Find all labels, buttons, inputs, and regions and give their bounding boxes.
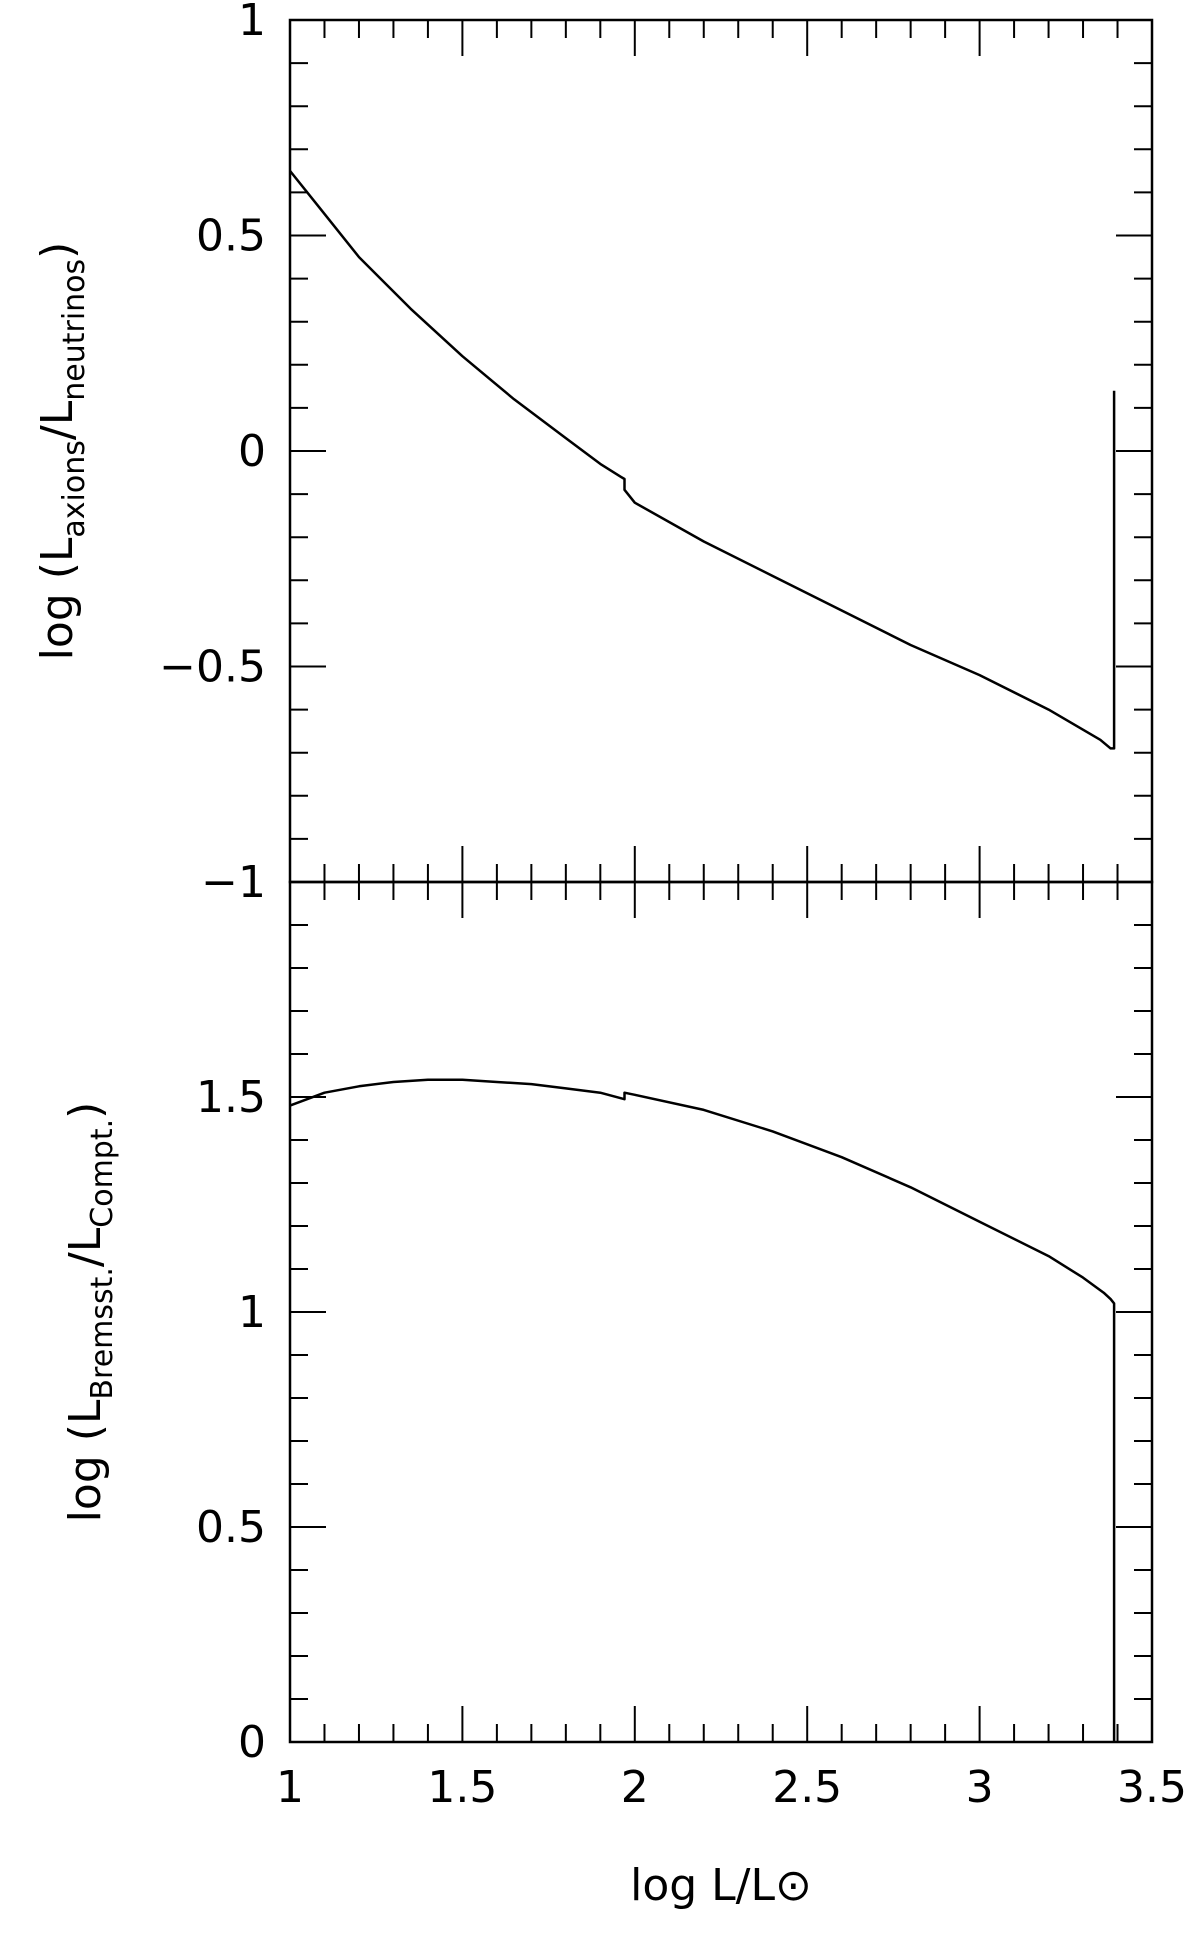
ylabel-suffix: ) bbox=[60, 1102, 111, 1119]
ylabel-mid: /L bbox=[60, 1227, 111, 1267]
x-tick-label: 2 bbox=[621, 1762, 649, 1813]
tick-marks bbox=[289, 19, 1153, 883]
ylabel-prefix: log (L bbox=[32, 537, 83, 660]
panel-bremsst-compton: 0 0.5 1 1.5 1 1.5 2 2.5 3 3.5 log (LBremsst./LCo… bbox=[60, 880, 1187, 1911]
series-lines bbox=[289, 170, 1116, 750]
plot-frame bbox=[288, 18, 1154, 884]
y-tick-label: 0.5 bbox=[196, 211, 266, 262]
series-lines bbox=[289, 1078, 1116, 1742]
x-tick-labels: 1 1.5 2 2.5 3 3.5 bbox=[276, 1762, 1187, 1813]
ylabel-suffix: ) bbox=[32, 242, 83, 259]
x-axis-title: log L/L⊙ bbox=[630, 1860, 812, 1911]
y-axis-title: log (LBremsst./LCompt.) bbox=[60, 1102, 120, 1523]
series-line bbox=[289, 1078, 1116, 1742]
y-tick-label: 0.5 bbox=[196, 1502, 266, 1553]
tick-marks bbox=[289, 881, 1153, 1743]
plot-frame bbox=[288, 880, 1154, 1744]
y-tick-labels: −1 −0.5 0 0.5 1 bbox=[159, 0, 266, 908]
y-axis-title: log (Laxions/Lneutrinos) bbox=[32, 242, 92, 661]
x-tick-label: 2.5 bbox=[772, 1762, 842, 1813]
x-tick-label: 1 bbox=[276, 1762, 304, 1813]
ylabel-mid: /L bbox=[32, 400, 83, 440]
y-tick-label: 0 bbox=[238, 1717, 266, 1768]
ylabel-num-sub: axions bbox=[57, 440, 92, 537]
y-tick-label: −0.5 bbox=[159, 642, 266, 693]
y-tick-label: 0 bbox=[238, 426, 266, 477]
ylabel-den-sub: Compt. bbox=[85, 1119, 120, 1228]
series-line bbox=[289, 170, 1116, 750]
ylabel-prefix: log (L bbox=[60, 1399, 111, 1522]
x-tick-label: 3.5 bbox=[1117, 1762, 1187, 1813]
y-tick-label: 1 bbox=[238, 1287, 266, 1338]
x-tick-label: 1.5 bbox=[427, 1762, 497, 1813]
y-tick-label: 1.5 bbox=[196, 1072, 266, 1123]
ylabel-num-sub: Bremsst. bbox=[85, 1267, 120, 1400]
y-tick-label: 1 bbox=[238, 0, 266, 46]
panel-axions-neutrinos: −1 −0.5 0 0.5 1 log (Laxions/Lneutrinos) bbox=[32, 0, 1154, 908]
x-tick-label: 3 bbox=[966, 1762, 994, 1813]
ylabel-den-sub: neutrinos bbox=[57, 259, 92, 401]
y-tick-label: −1 bbox=[201, 857, 266, 908]
y-tick-labels: 0 0.5 1 1.5 bbox=[196, 1072, 266, 1768]
